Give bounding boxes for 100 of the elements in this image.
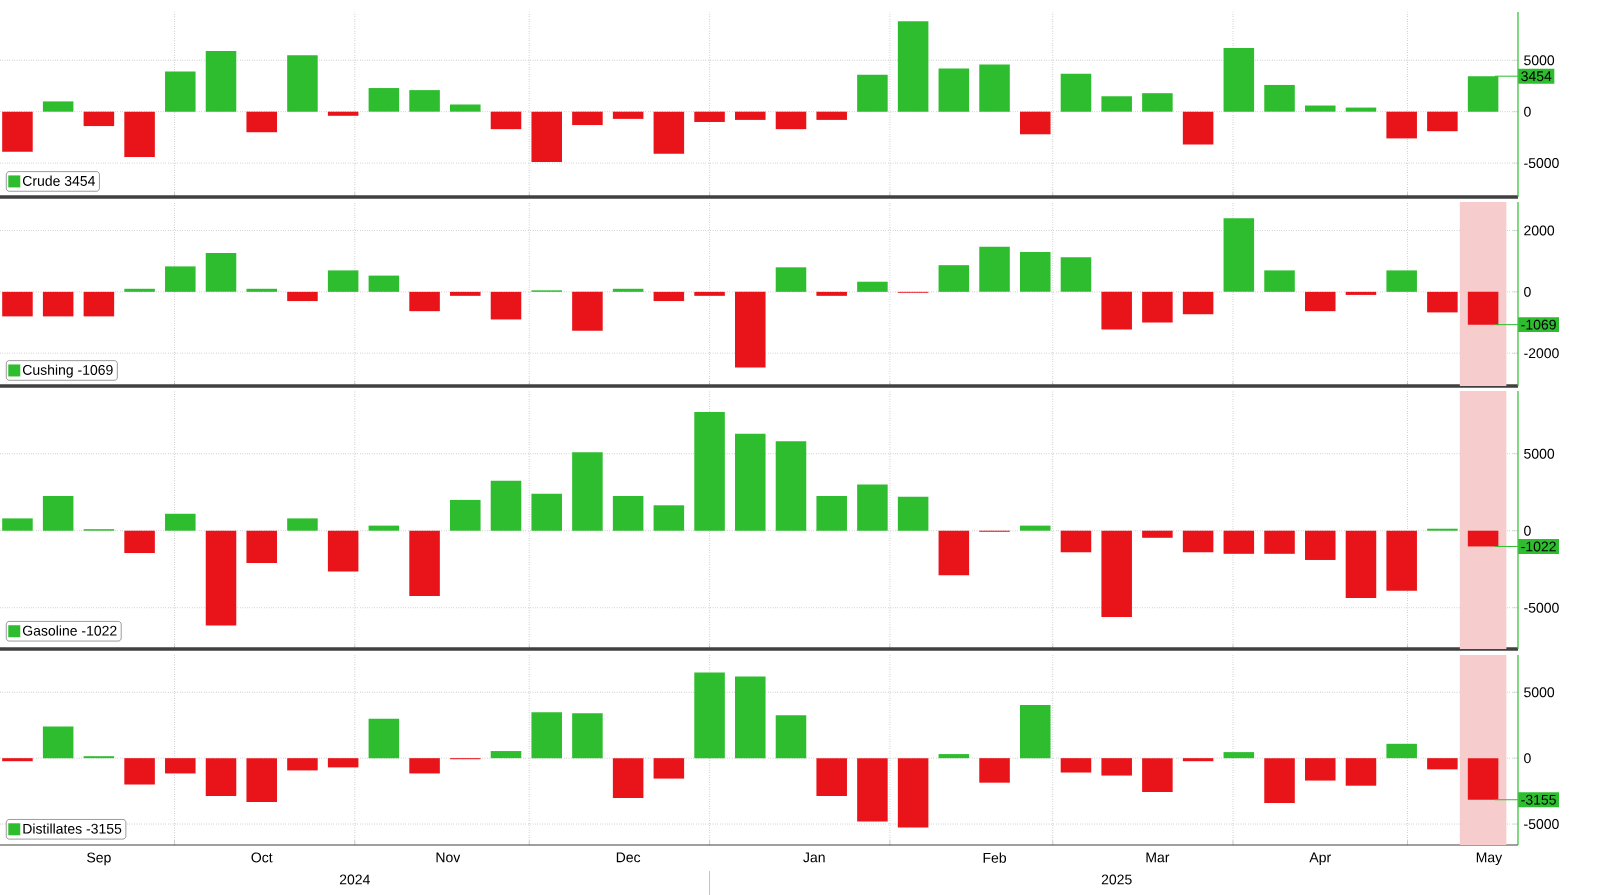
bar	[246, 288, 277, 292]
bar	[1264, 758, 1295, 804]
bar	[775, 267, 807, 292]
x2-tick-label: 2025	[1101, 874, 1132, 885]
y-tick-label: 2000	[1524, 225, 1555, 236]
bar	[897, 758, 929, 828]
bar	[612, 111, 644, 119]
bar	[572, 111, 603, 126]
y-tick-label: 0	[1524, 106, 1531, 117]
bar	[694, 111, 725, 122]
bar	[1467, 530, 1499, 547]
bar	[205, 530, 237, 626]
bar	[1060, 530, 1092, 553]
bar	[816, 758, 847, 796]
bar	[857, 484, 888, 531]
bar	[42, 101, 74, 112]
bar	[124, 288, 155, 292]
bar	[327, 758, 359, 768]
bar	[205, 758, 237, 796]
bar	[816, 496, 847, 531]
annotation: -3155	[1521, 794, 1556, 805]
legend-label: Gasoline -1022	[22, 625, 117, 636]
bar	[653, 111, 685, 154]
bar	[612, 496, 644, 531]
bar	[1427, 758, 1458, 770]
bar	[775, 111, 807, 130]
bar	[1223, 752, 1255, 759]
bar	[42, 496, 74, 531]
bar	[124, 530, 155, 554]
y-tick-label: 0	[1524, 525, 1531, 536]
bar	[368, 88, 400, 112]
annotation: -1069	[1521, 319, 1556, 330]
bar	[2, 758, 33, 762]
bar	[1142, 530, 1173, 538]
bar	[1182, 530, 1214, 553]
bar	[409, 758, 440, 774]
x-tick-label: Sep	[87, 852, 111, 866]
bar	[938, 530, 970, 576]
bar	[327, 270, 359, 292]
bar	[1223, 47, 1255, 112]
bar	[1142, 758, 1173, 792]
bar	[1386, 270, 1417, 292]
bar	[1386, 743, 1417, 759]
bar	[368, 718, 400, 759]
bar	[246, 530, 277, 564]
y-tick-label: 5000	[1524, 55, 1555, 66]
bar	[775, 441, 807, 531]
bar	[450, 291, 481, 296]
bar	[1467, 758, 1499, 800]
bar	[1142, 93, 1173, 112]
bar	[531, 493, 562, 531]
bar	[735, 676, 766, 759]
bar	[450, 499, 481, 531]
bar	[897, 496, 929, 531]
bar	[531, 111, 562, 163]
bar	[735, 291, 766, 368]
bar	[653, 758, 685, 779]
bar	[1223, 530, 1255, 554]
bar	[572, 291, 603, 331]
annotation: 3454	[1521, 71, 1552, 82]
legend-label: Crude 3454	[22, 175, 95, 186]
bar	[42, 291, 74, 317]
y-tick-label: 0	[1524, 286, 1531, 297]
bar	[897, 21, 929, 112]
bar	[1264, 530, 1295, 554]
bar	[1386, 111, 1417, 139]
bar	[1182, 291, 1214, 315]
bar	[2, 291, 33, 317]
bar	[1060, 73, 1092, 112]
bar	[735, 111, 766, 120]
bar	[83, 111, 115, 127]
annotation: -1022	[1521, 541, 1556, 552]
bar	[450, 104, 481, 112]
bar	[1345, 291, 1377, 295]
bar	[938, 68, 970, 112]
bar	[572, 713, 603, 759]
bar	[1101, 96, 1132, 112]
bar	[1223, 218, 1255, 292]
bar	[1182, 111, 1214, 145]
bar	[2, 111, 33, 152]
y-tick-label: -5000	[1524, 602, 1559, 613]
bar	[694, 412, 725, 531]
bar	[490, 751, 522, 759]
bar	[124, 758, 155, 785]
bar	[531, 712, 562, 759]
bar	[1304, 758, 1336, 781]
bar	[1019, 525, 1051, 531]
bar	[775, 715, 807, 759]
bar	[1427, 291, 1458, 313]
bar	[938, 754, 970, 759]
bar	[205, 252, 237, 292]
bar	[857, 758, 888, 822]
bar	[165, 758, 196, 774]
x-tick-label: Mar	[1146, 852, 1170, 863]
bar	[1467, 291, 1499, 325]
bar	[490, 480, 522, 531]
bar	[1304, 530, 1336, 560]
bar	[694, 672, 725, 759]
bar	[1101, 530, 1132, 617]
bar	[979, 246, 1010, 292]
